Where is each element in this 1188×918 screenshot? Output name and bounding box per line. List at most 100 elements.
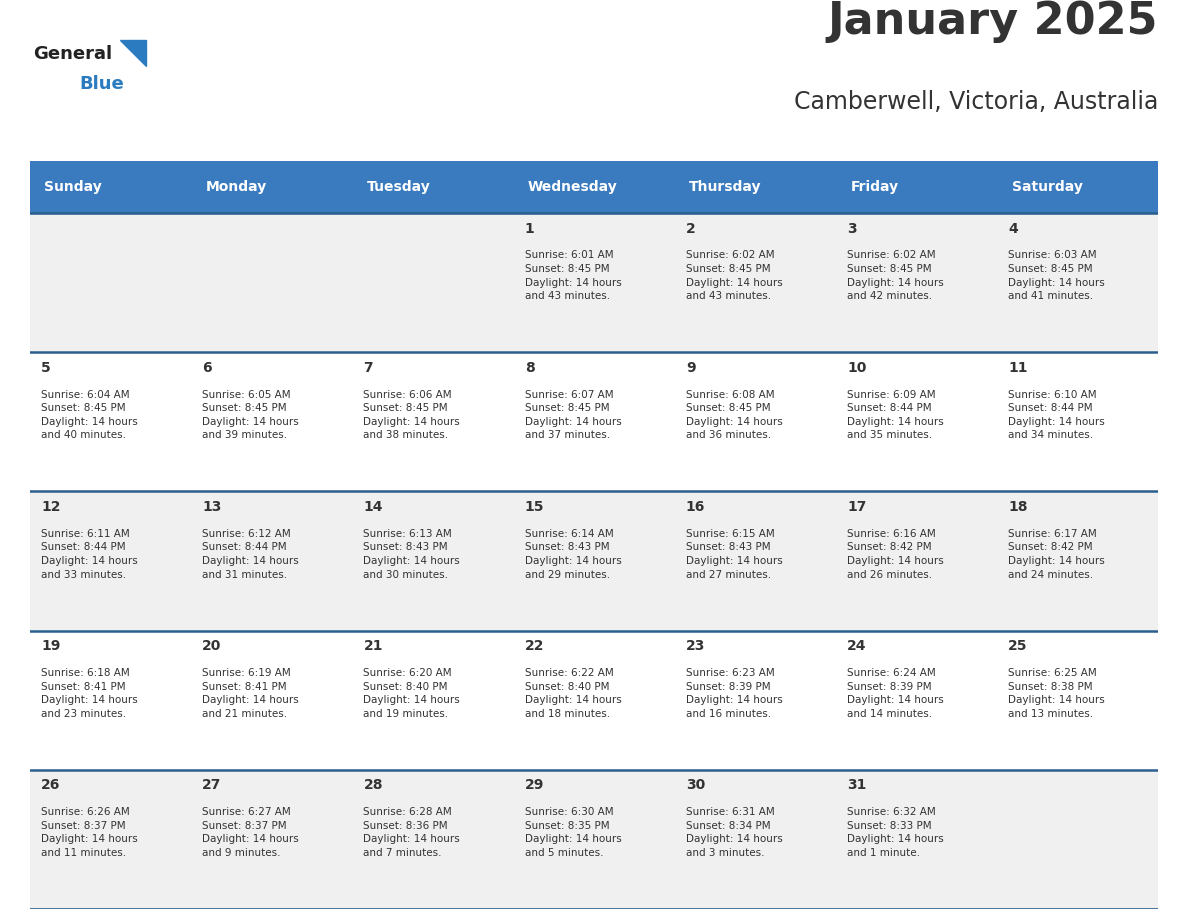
Bar bbox=[30, 161, 191, 213]
Bar bbox=[675, 213, 836, 353]
Text: 15: 15 bbox=[525, 500, 544, 514]
Bar bbox=[513, 631, 675, 769]
Text: 8: 8 bbox=[525, 361, 535, 375]
Text: Monday: Monday bbox=[206, 180, 266, 194]
Text: Sunrise: 6:13 AM
Sunset: 8:43 PM
Daylight: 14 hours
and 30 minutes.: Sunrise: 6:13 AM Sunset: 8:43 PM Dayligh… bbox=[364, 529, 460, 579]
Text: Friday: Friday bbox=[851, 180, 898, 194]
Text: 23: 23 bbox=[685, 639, 706, 654]
Bar bbox=[191, 491, 352, 631]
Polygon shape bbox=[120, 40, 146, 66]
Text: Sunrise: 6:02 AM
Sunset: 8:45 PM
Daylight: 14 hours
and 43 minutes.: Sunrise: 6:02 AM Sunset: 8:45 PM Dayligh… bbox=[685, 251, 783, 301]
Text: General: General bbox=[33, 45, 112, 62]
Text: 30: 30 bbox=[685, 778, 706, 792]
Text: 25: 25 bbox=[1009, 639, 1028, 654]
Text: Sunrise: 6:04 AM
Sunset: 8:45 PM
Daylight: 14 hours
and 40 minutes.: Sunrise: 6:04 AM Sunset: 8:45 PM Dayligh… bbox=[40, 389, 138, 441]
Text: 1: 1 bbox=[525, 222, 535, 236]
Text: 22: 22 bbox=[525, 639, 544, 654]
Bar bbox=[30, 213, 191, 353]
Bar bbox=[997, 769, 1158, 909]
Bar bbox=[191, 161, 352, 213]
Text: Sunrise: 6:14 AM
Sunset: 8:43 PM
Daylight: 14 hours
and 29 minutes.: Sunrise: 6:14 AM Sunset: 8:43 PM Dayligh… bbox=[525, 529, 621, 579]
Bar bbox=[513, 769, 675, 909]
Bar bbox=[836, 491, 997, 631]
Bar bbox=[836, 631, 997, 769]
Text: Sunrise: 6:08 AM
Sunset: 8:45 PM
Daylight: 14 hours
and 36 minutes.: Sunrise: 6:08 AM Sunset: 8:45 PM Dayligh… bbox=[685, 389, 783, 441]
Text: 24: 24 bbox=[847, 639, 866, 654]
Bar bbox=[836, 161, 997, 213]
Bar bbox=[997, 631, 1158, 769]
Text: Sunrise: 6:28 AM
Sunset: 8:36 PM
Daylight: 14 hours
and 7 minutes.: Sunrise: 6:28 AM Sunset: 8:36 PM Dayligh… bbox=[364, 807, 460, 857]
Bar bbox=[191, 353, 352, 491]
Text: Sunrise: 6:25 AM
Sunset: 8:38 PM
Daylight: 14 hours
and 13 minutes.: Sunrise: 6:25 AM Sunset: 8:38 PM Dayligh… bbox=[1009, 668, 1105, 719]
Text: Thursday: Thursday bbox=[689, 180, 762, 194]
Bar bbox=[997, 491, 1158, 631]
Text: Sunrise: 6:11 AM
Sunset: 8:44 PM
Daylight: 14 hours
and 33 minutes.: Sunrise: 6:11 AM Sunset: 8:44 PM Dayligh… bbox=[40, 529, 138, 579]
Bar bbox=[513, 161, 675, 213]
Text: 5: 5 bbox=[40, 361, 51, 375]
Text: 19: 19 bbox=[40, 639, 61, 654]
Bar bbox=[675, 161, 836, 213]
Text: Sunrise: 6:15 AM
Sunset: 8:43 PM
Daylight: 14 hours
and 27 minutes.: Sunrise: 6:15 AM Sunset: 8:43 PM Dayligh… bbox=[685, 529, 783, 579]
Text: Tuesday: Tuesday bbox=[367, 180, 430, 194]
Text: Sunrise: 6:06 AM
Sunset: 8:45 PM
Daylight: 14 hours
and 38 minutes.: Sunrise: 6:06 AM Sunset: 8:45 PM Dayligh… bbox=[364, 389, 460, 441]
Bar bbox=[997, 213, 1158, 353]
Text: Saturday: Saturday bbox=[1011, 180, 1082, 194]
Bar bbox=[30, 769, 191, 909]
Text: 10: 10 bbox=[847, 361, 866, 375]
Bar bbox=[836, 769, 997, 909]
Text: Sunrise: 6:01 AM
Sunset: 8:45 PM
Daylight: 14 hours
and 43 minutes.: Sunrise: 6:01 AM Sunset: 8:45 PM Dayligh… bbox=[525, 251, 621, 301]
Bar bbox=[352, 631, 513, 769]
Bar bbox=[675, 353, 836, 491]
Text: Sunrise: 6:10 AM
Sunset: 8:44 PM
Daylight: 14 hours
and 34 minutes.: Sunrise: 6:10 AM Sunset: 8:44 PM Dayligh… bbox=[1009, 389, 1105, 441]
Bar bbox=[352, 769, 513, 909]
Bar bbox=[30, 491, 191, 631]
Bar bbox=[997, 161, 1158, 213]
Text: Sunrise: 6:20 AM
Sunset: 8:40 PM
Daylight: 14 hours
and 19 minutes.: Sunrise: 6:20 AM Sunset: 8:40 PM Dayligh… bbox=[364, 668, 460, 719]
Text: Sunrise: 6:07 AM
Sunset: 8:45 PM
Daylight: 14 hours
and 37 minutes.: Sunrise: 6:07 AM Sunset: 8:45 PM Dayligh… bbox=[525, 389, 621, 441]
Text: Sunrise: 6:27 AM
Sunset: 8:37 PM
Daylight: 14 hours
and 9 minutes.: Sunrise: 6:27 AM Sunset: 8:37 PM Dayligh… bbox=[202, 807, 299, 857]
Bar bbox=[675, 631, 836, 769]
Bar bbox=[352, 213, 513, 353]
Bar bbox=[30, 631, 191, 769]
Bar bbox=[675, 769, 836, 909]
Text: Sunrise: 6:30 AM
Sunset: 8:35 PM
Daylight: 14 hours
and 5 minutes.: Sunrise: 6:30 AM Sunset: 8:35 PM Dayligh… bbox=[525, 807, 621, 857]
Text: 28: 28 bbox=[364, 778, 383, 792]
Bar bbox=[836, 353, 997, 491]
Text: 20: 20 bbox=[202, 639, 222, 654]
Text: Sunrise: 6:09 AM
Sunset: 8:44 PM
Daylight: 14 hours
and 35 minutes.: Sunrise: 6:09 AM Sunset: 8:44 PM Dayligh… bbox=[847, 389, 944, 441]
Text: Sunrise: 6:16 AM
Sunset: 8:42 PM
Daylight: 14 hours
and 26 minutes.: Sunrise: 6:16 AM Sunset: 8:42 PM Dayligh… bbox=[847, 529, 944, 579]
Text: Sunrise: 6:26 AM
Sunset: 8:37 PM
Daylight: 14 hours
and 11 minutes.: Sunrise: 6:26 AM Sunset: 8:37 PM Dayligh… bbox=[40, 807, 138, 857]
Text: Blue: Blue bbox=[80, 74, 125, 93]
Bar bbox=[191, 769, 352, 909]
Text: 27: 27 bbox=[202, 778, 222, 792]
Text: 11: 11 bbox=[1009, 361, 1028, 375]
Text: Sunrise: 6:23 AM
Sunset: 8:39 PM
Daylight: 14 hours
and 16 minutes.: Sunrise: 6:23 AM Sunset: 8:39 PM Dayligh… bbox=[685, 668, 783, 719]
Text: 26: 26 bbox=[40, 778, 61, 792]
Text: 12: 12 bbox=[40, 500, 61, 514]
Bar bbox=[513, 491, 675, 631]
Text: 6: 6 bbox=[202, 361, 211, 375]
Text: Camberwell, Victoria, Australia: Camberwell, Victoria, Australia bbox=[794, 90, 1158, 114]
Text: Sunday: Sunday bbox=[44, 180, 102, 194]
Text: 16: 16 bbox=[685, 500, 706, 514]
Text: 4: 4 bbox=[1009, 222, 1018, 236]
Text: Sunrise: 6:18 AM
Sunset: 8:41 PM
Daylight: 14 hours
and 23 minutes.: Sunrise: 6:18 AM Sunset: 8:41 PM Dayligh… bbox=[40, 668, 138, 719]
Text: 29: 29 bbox=[525, 778, 544, 792]
Bar bbox=[513, 353, 675, 491]
Text: Sunrise: 6:22 AM
Sunset: 8:40 PM
Daylight: 14 hours
and 18 minutes.: Sunrise: 6:22 AM Sunset: 8:40 PM Dayligh… bbox=[525, 668, 621, 719]
Text: 3: 3 bbox=[847, 222, 857, 236]
Text: 13: 13 bbox=[202, 500, 222, 514]
Text: Sunrise: 6:17 AM
Sunset: 8:42 PM
Daylight: 14 hours
and 24 minutes.: Sunrise: 6:17 AM Sunset: 8:42 PM Dayligh… bbox=[1009, 529, 1105, 579]
Text: 31: 31 bbox=[847, 778, 866, 792]
Text: 2: 2 bbox=[685, 222, 696, 236]
Text: 7: 7 bbox=[364, 361, 373, 375]
Bar bbox=[30, 353, 191, 491]
Text: Wednesday: Wednesday bbox=[527, 180, 618, 194]
Bar bbox=[352, 161, 513, 213]
Text: Sunrise: 6:32 AM
Sunset: 8:33 PM
Daylight: 14 hours
and 1 minute.: Sunrise: 6:32 AM Sunset: 8:33 PM Dayligh… bbox=[847, 807, 944, 857]
Text: Sunrise: 6:02 AM
Sunset: 8:45 PM
Daylight: 14 hours
and 42 minutes.: Sunrise: 6:02 AM Sunset: 8:45 PM Dayligh… bbox=[847, 251, 944, 301]
Bar bbox=[352, 353, 513, 491]
Bar bbox=[352, 491, 513, 631]
Text: 21: 21 bbox=[364, 639, 383, 654]
Bar bbox=[675, 491, 836, 631]
